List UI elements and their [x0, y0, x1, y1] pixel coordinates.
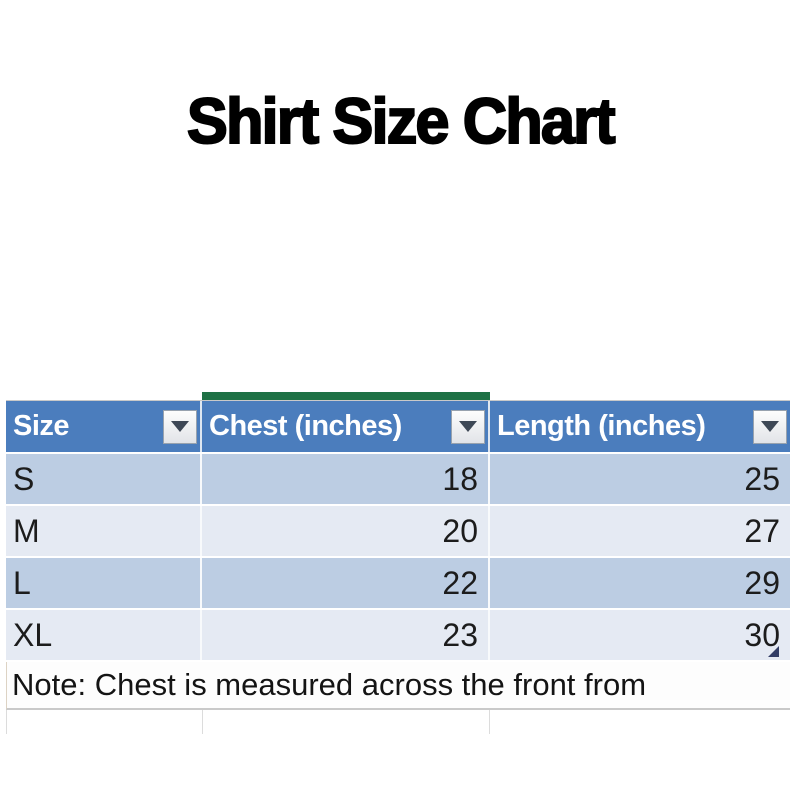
selection-highlight-bar: [202, 392, 490, 400]
column-header-size-label: Size: [13, 410, 70, 442]
table-row-m: M 20 27: [6, 506, 790, 556]
empty-cell[interactable]: [7, 710, 203, 734]
column-header-length[interactable]: Length (inches): [490, 401, 790, 452]
empty-sheet-row[interactable]: [6, 710, 790, 734]
cell-size[interactable]: M: [6, 506, 202, 556]
column-header-size[interactable]: Size: [6, 401, 202, 452]
note-row[interactable]: Note: Chest is measured across the front…: [6, 662, 790, 710]
cell-size[interactable]: L: [6, 558, 202, 608]
column-header-chest-label: Chest (inches): [209, 410, 402, 442]
cell-chest[interactable]: 18: [202, 454, 490, 504]
cell-chest[interactable]: 20: [202, 506, 490, 556]
title-container: Shirt Size Chart: [0, 85, 800, 158]
cell-chest[interactable]: 22: [202, 558, 490, 608]
page-title: Shirt Size Chart: [186, 85, 617, 158]
length-filter-button[interactable]: [753, 409, 787, 444]
empty-cell[interactable]: [490, 710, 790, 734]
size-filter-button[interactable]: [163, 409, 197, 444]
table-resize-handle[interactable]: [768, 646, 779, 657]
filter-dropdown-icon: [459, 421, 477, 432]
column-header-length-label: Length (inches): [497, 410, 706, 442]
cell-length[interactable]: 27: [490, 506, 790, 556]
cell-length[interactable]: 29: [490, 558, 790, 608]
column-header-chest[interactable]: Chest (inches): [202, 401, 490, 452]
spreadsheet-table: Size Chest (inches) Length (inches) S 18…: [6, 392, 790, 734]
cell-size[interactable]: XL: [6, 610, 202, 660]
table-row-xl: XL 23 30: [6, 610, 790, 660]
cell-length[interactable]: 25: [490, 454, 790, 504]
table-row-s: S 18 25: [6, 454, 790, 504]
cell-length[interactable]: 30: [490, 610, 790, 660]
filter-dropdown-icon: [171, 421, 189, 432]
empty-cell[interactable]: [203, 710, 491, 734]
chest-filter-button[interactable]: [451, 409, 485, 444]
cell-size[interactable]: S: [6, 454, 202, 504]
table-row-l: L 22 29: [6, 558, 790, 608]
table-header-row: Size Chest (inches) Length (inches): [6, 400, 790, 452]
filter-dropdown-icon: [761, 421, 779, 432]
cell-chest[interactable]: 23: [202, 610, 490, 660]
